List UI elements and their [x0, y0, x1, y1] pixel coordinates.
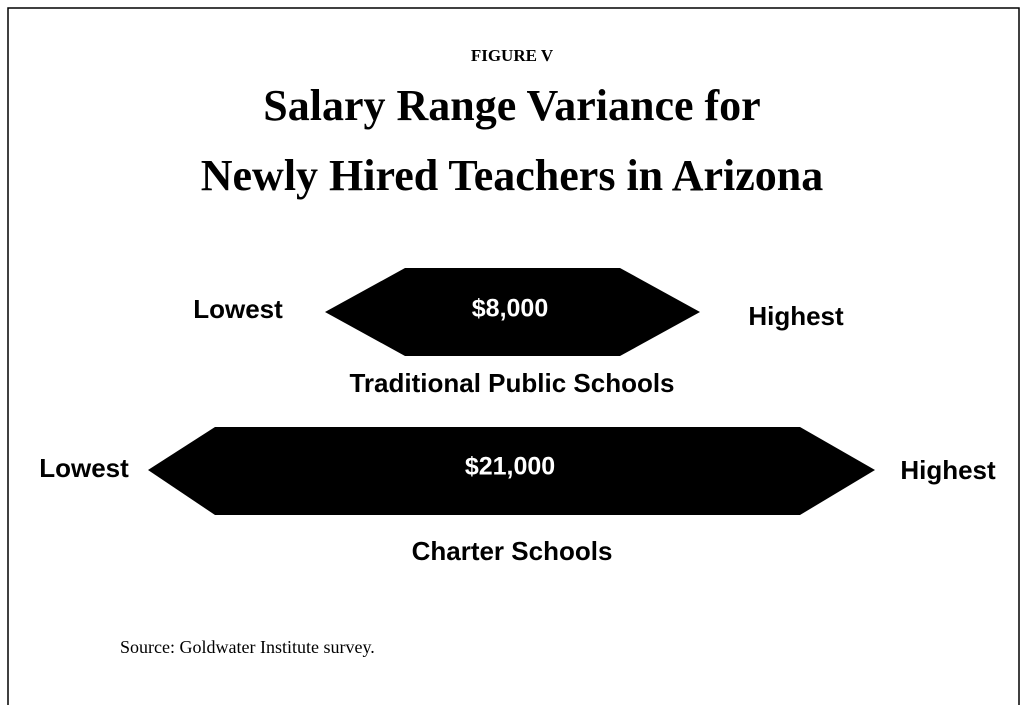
- range-label: $8,000: [472, 295, 548, 323]
- range-label: $21,000: [465, 453, 555, 481]
- source: Source: Goldwater Institute survey.: [120, 637, 375, 657]
- low-label: Lowest: [39, 453, 129, 483]
- row-name: Traditional Public Schools: [349, 368, 674, 398]
- figure-label: FIGURE V: [471, 46, 554, 65]
- high-label: Highest: [900, 455, 996, 485]
- frame: [7, 7, 1020, 705]
- high-label: Highest: [748, 301, 844, 331]
- title-line: Newly Hired Teachers in Arizona: [201, 151, 824, 200]
- range-arrow: [148, 427, 875, 515]
- low-label: Lowest: [193, 294, 283, 324]
- row-name: Charter Schools: [412, 536, 613, 566]
- title-line: Salary Range Variance for: [263, 81, 760, 130]
- range-arrow: [325, 268, 700, 356]
